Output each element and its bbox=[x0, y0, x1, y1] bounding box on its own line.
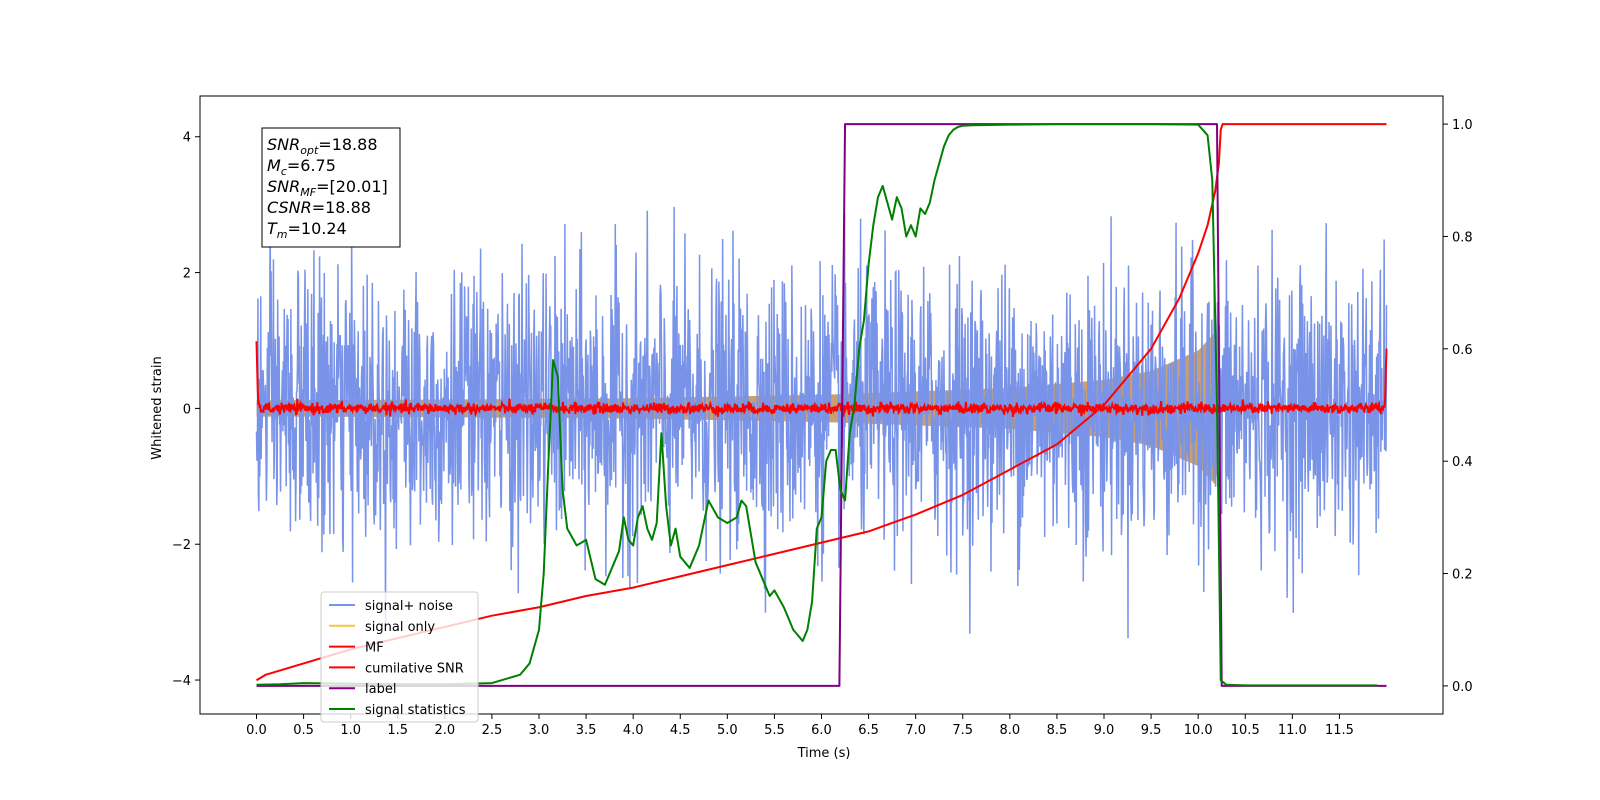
legend: signal+ noise signal only MF cumilative SNR… bbox=[320, 591, 479, 723]
legend-entry: cumilative SNR bbox=[365, 661, 464, 676]
y2-tick-label: 1.0 bbox=[1452, 118, 1473, 133]
y-tick-label: 4 bbox=[183, 131, 191, 146]
x-tick-label: 11.5 bbox=[1325, 723, 1354, 738]
x-tick-label: 10.5 bbox=[1231, 723, 1260, 738]
x-tick-label: 9.0 bbox=[1094, 723, 1115, 738]
annotation-line: Tm=10.24 bbox=[267, 219, 347, 241]
x-tick-label: 0.0 bbox=[246, 723, 267, 738]
legend-entry: signal only bbox=[365, 620, 435, 635]
legend-entry: signal statistics bbox=[365, 703, 466, 718]
series-mf bbox=[255, 341, 1388, 418]
y-tick-label: 2 bbox=[183, 267, 191, 282]
x-axis-label: Time (s) bbox=[797, 746, 851, 761]
annotation-box: SNRopt=18.88Mc=6.75SNRMF=[20.01]CSNR=18.… bbox=[261, 127, 401, 248]
y-tick-label: −4 bbox=[172, 674, 191, 689]
signal-noise-layer bbox=[255, 206, 1388, 639]
x-tick-label: 10.0 bbox=[1184, 723, 1213, 738]
y2-tick-label: 0.6 bbox=[1452, 343, 1473, 358]
x-tick-label: 2.0 bbox=[434, 723, 455, 738]
x-tick-label: 2.5 bbox=[482, 723, 503, 738]
annotation-line: CSNR=18.88 bbox=[267, 198, 371, 217]
x-tick-label: 4.5 bbox=[670, 723, 691, 738]
x-tick-label: 0.5 bbox=[293, 723, 314, 738]
x-tick-label: 3.5 bbox=[576, 723, 597, 738]
annotation-line: SNRopt=18.88 bbox=[267, 135, 378, 157]
x-tick-label: 6.5 bbox=[858, 723, 879, 738]
legend-frame bbox=[320, 591, 479, 723]
series-signal-statistics bbox=[256, 123, 1378, 687]
series-signal-noise bbox=[255, 206, 1388, 639]
annotation-line: SNRMF=[20.01] bbox=[267, 177, 388, 199]
x-tick-label: 1.5 bbox=[387, 723, 408, 738]
x-tick-label: 4.0 bbox=[623, 723, 644, 738]
x-tick-label: 1.0 bbox=[340, 723, 361, 738]
x-tick-label: 6.0 bbox=[811, 723, 832, 738]
legend-entry: MF bbox=[365, 641, 384, 656]
y2-tick-label: 0.2 bbox=[1452, 568, 1473, 583]
x-tick-label: 7.0 bbox=[905, 723, 926, 738]
y2-tick-label: 0.8 bbox=[1452, 230, 1473, 245]
y-tick-label: 0 bbox=[183, 402, 191, 417]
x-tick-label: 9.5 bbox=[1141, 723, 1162, 738]
x-tick-label: 7.5 bbox=[952, 723, 973, 738]
annotation-frame bbox=[261, 127, 401, 248]
y2-tick-label: 0.0 bbox=[1452, 680, 1473, 695]
x-tick-label: 8.0 bbox=[999, 723, 1020, 738]
legend-entry: label bbox=[365, 682, 396, 697]
x-tick-label: 8.5 bbox=[1047, 723, 1068, 738]
x-tick-label: 11.0 bbox=[1278, 723, 1307, 738]
y2-tick-label: 0.4 bbox=[1452, 455, 1473, 470]
x-tick-label: 5.5 bbox=[764, 723, 785, 738]
y-tick-label: −2 bbox=[172, 538, 191, 553]
x-tick-label: 3.0 bbox=[529, 723, 550, 738]
y-axis-label: Whitened strain bbox=[150, 356, 165, 459]
axes-layer: 0.0 0.5 1.0 1.5 2.0 2.5 3.0 3.5 4.0 4.5 5.0 5.5 6.0 6… bbox=[172, 95, 1473, 738]
annotation-line: Mc=6.75 bbox=[267, 156, 336, 178]
legend-entry: signal+ noise bbox=[365, 599, 453, 614]
x-tick-label: 5.0 bbox=[717, 723, 738, 738]
